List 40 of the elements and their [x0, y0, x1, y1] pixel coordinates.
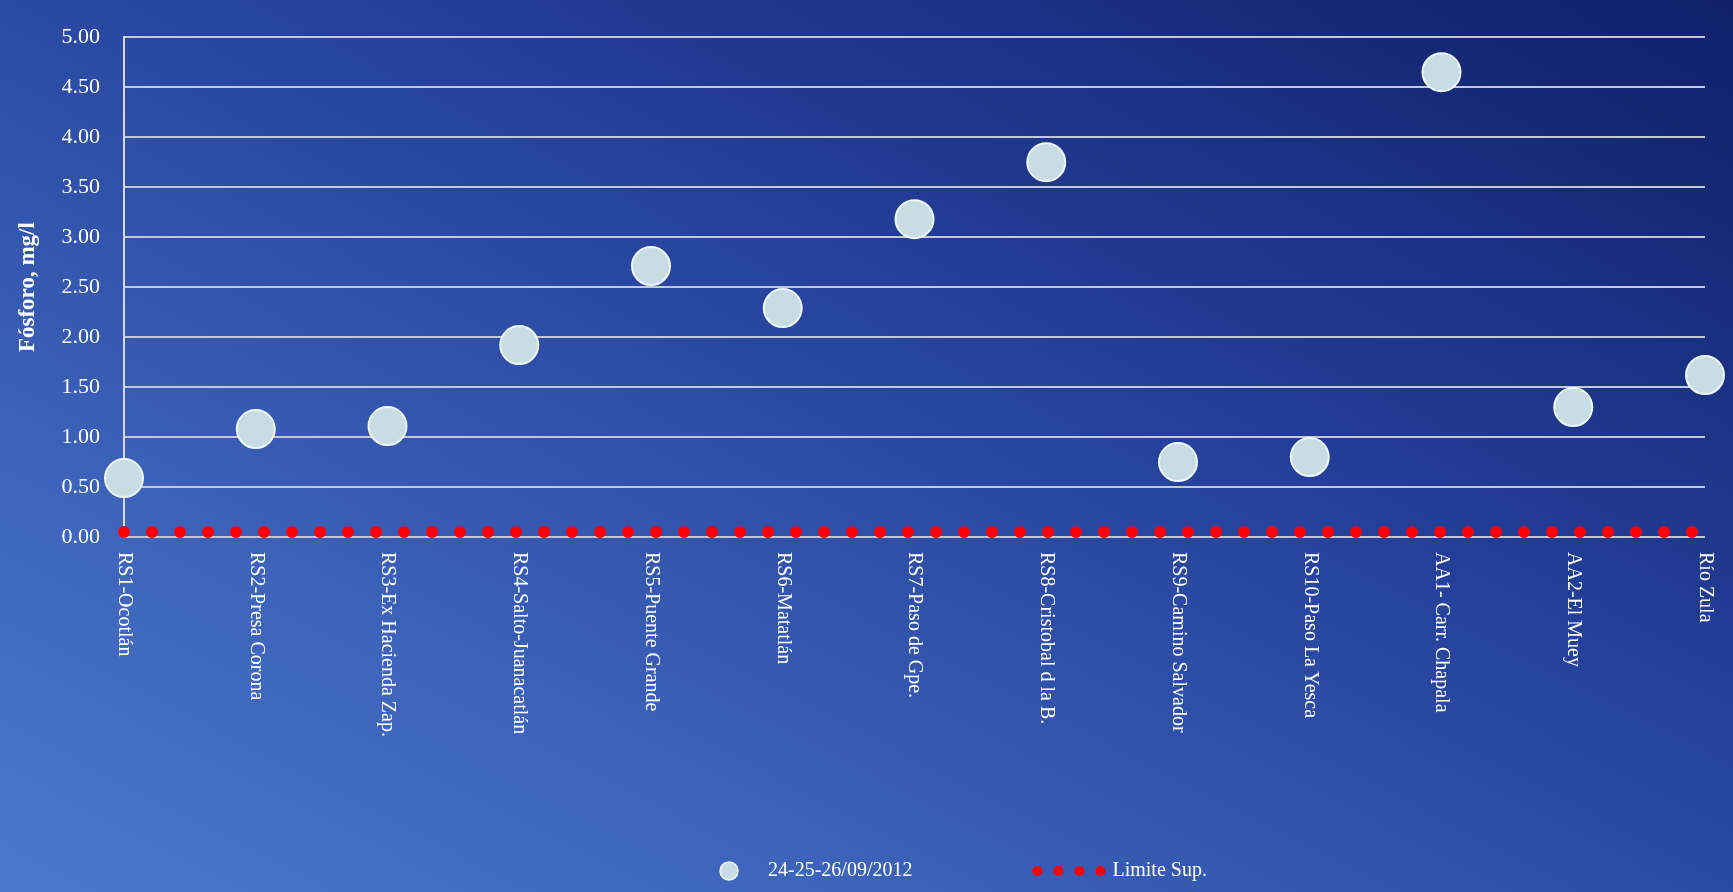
point	[1026, 142, 1067, 183]
point	[894, 199, 935, 240]
x-tick-label: RS8-Cristobal d la B.	[1037, 552, 1059, 725]
y-tick-label: 2.50	[61, 272, 100, 298]
x-tick-label: RS2-Presa Corona	[246, 552, 269, 701]
y-tick-label: 2.00	[61, 322, 100, 348]
y-tick-label: 5.00	[61, 22, 100, 48]
y-axis-title: Fósforo, mg/l	[13, 222, 39, 353]
y-tick-label: 3.50	[61, 172, 100, 198]
point	[104, 458, 144, 499]
x-tick-label: RS6-Matatlán	[773, 552, 796, 665]
x-tick-label: RS5-Puente Grande	[641, 552, 664, 712]
x-tick-label: RS7-Paso de Gpe.	[904, 552, 928, 699]
x-tick-label: RS9-Camino Salvador	[1168, 552, 1191, 733]
x-tick-label: AA1- Carr. Chapala	[1431, 552, 1455, 713]
point	[762, 288, 803, 329]
y-tick-label: 0.00	[61, 522, 100, 548]
point	[1158, 442, 1198, 483]
y-tick-label: 0.50	[61, 472, 100, 498]
y-tick-label: 1.50	[61, 372, 100, 398]
x-tick-label: AA2-El Muey	[1563, 552, 1586, 667]
point	[499, 325, 540, 366]
point	[1553, 387, 1594, 428]
point	[367, 406, 408, 447]
point	[1421, 52, 1462, 93]
x-tick-label: RS10-Paso La Yesca	[1300, 552, 1323, 719]
point	[631, 246, 671, 287]
y-tick-label: 3.00	[61, 222, 100, 248]
legend-label: Limite Sup.	[1112, 858, 1207, 882]
y-tick-label: 1.00	[61, 422, 100, 448]
x-tick-label: RS3-Ex Hacienda Zap.	[377, 552, 401, 737]
y-tick-label: 4.50	[61, 72, 100, 98]
point	[1685, 355, 1725, 396]
legend-label: 24-25-26/09/2012	[768, 858, 913, 881]
point	[235, 409, 276, 450]
point	[1289, 437, 1330, 478]
x-tick-label: RS1-Ocotlán	[114, 552, 137, 657]
y-tick-label: 4.00	[61, 122, 100, 148]
x-tick-label: Río Zula	[1695, 552, 1718, 623]
x-tick-label: RS4-Salto-Juanacatlán	[510, 552, 532, 735]
